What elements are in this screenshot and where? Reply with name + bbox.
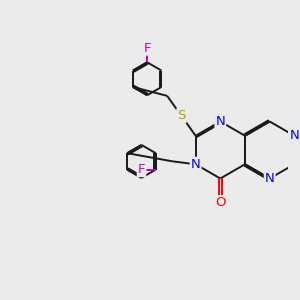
Text: S: S [177,109,186,122]
Text: N: N [265,172,274,185]
Text: N: N [290,129,299,142]
Text: F: F [138,163,145,176]
Text: N: N [191,158,200,171]
Text: F: F [143,42,151,55]
Text: N: N [215,115,225,128]
Text: O: O [215,196,226,209]
